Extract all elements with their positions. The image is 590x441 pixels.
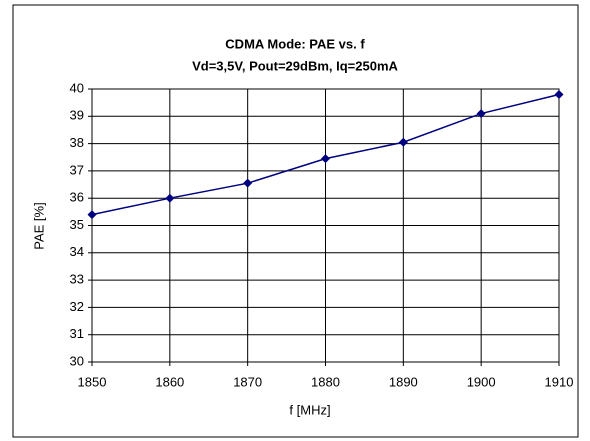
y-tick-label: 37 <box>70 162 84 177</box>
y-tick-label: 36 <box>70 190 84 205</box>
data-point <box>321 154 330 164</box>
x-tick-label: 1880 <box>311 374 340 389</box>
y-tick-label: 39 <box>70 108 84 123</box>
y-tick-label: 34 <box>70 244 84 259</box>
x-tick-label: 1850 <box>78 374 107 389</box>
x-tick-label: 1900 <box>467 374 496 389</box>
y-tick-label: 31 <box>70 326 84 341</box>
data-point <box>476 109 486 119</box>
y-tick-label: 30 <box>70 353 84 368</box>
chart-subtitle: Vd=3,5V, Pout=29dBm, Iq=250mA <box>192 58 398 73</box>
x-tick-label: 1860 <box>155 374 184 389</box>
x-tick-label: 1870 <box>233 374 262 389</box>
y-tick-label: 33 <box>70 272 84 287</box>
y-axis-label: PAE [%] <box>31 202 46 249</box>
data-point <box>165 193 175 203</box>
x-tick-label: 1910 <box>545 374 574 389</box>
chart-title: CDMA Mode: PAE vs. f <box>225 36 365 51</box>
data-point <box>243 178 253 188</box>
x-tick-label: 1890 <box>389 374 418 389</box>
x-axis-label: f [MHz] <box>289 402 330 417</box>
data-point <box>87 210 97 220</box>
data-point <box>554 89 564 99</box>
y-tick-label: 35 <box>70 217 84 232</box>
y-tick-label: 38 <box>70 135 84 150</box>
y-tick-label: 32 <box>70 299 84 314</box>
data-point <box>398 137 408 147</box>
y-tick-label: 40 <box>70 80 84 95</box>
